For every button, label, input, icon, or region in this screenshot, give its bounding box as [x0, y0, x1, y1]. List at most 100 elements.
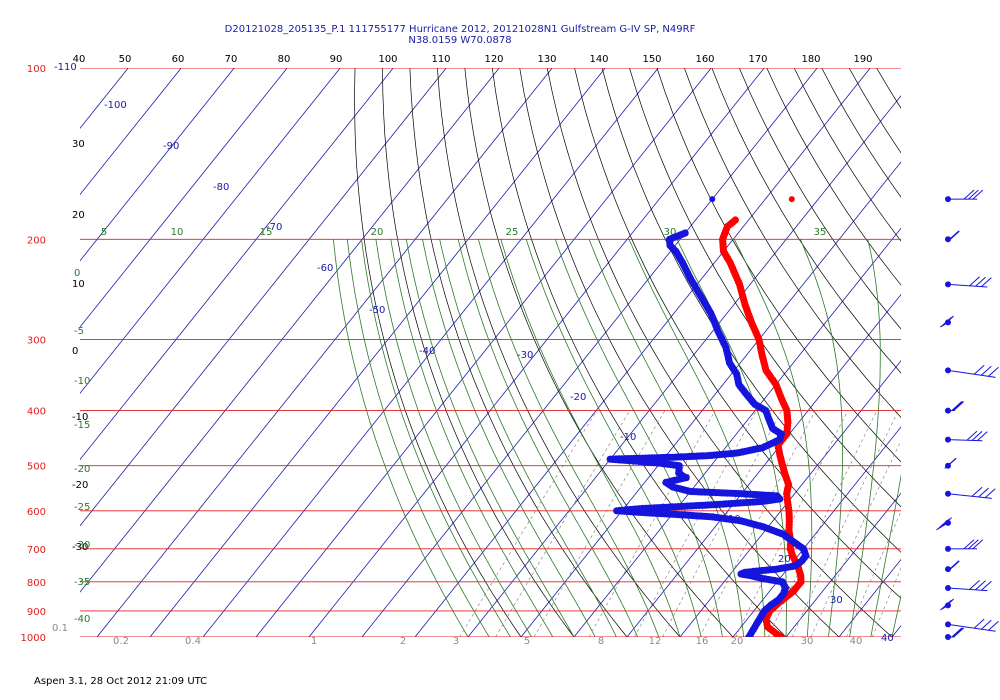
- mixing-ratio-line: [846, 510, 901, 637]
- sounding-id: D20121028_205135_P.1 111755177 Hurricane…: [224, 24, 696, 35]
- pressure-label: 400: [27, 407, 46, 418]
- wind-barb-flag: [952, 401, 964, 411]
- isotherm-line: [361, 68, 818, 637]
- wind-barb-staff: [947, 439, 983, 442]
- top-temperature-label: 100: [378, 54, 397, 65]
- mixing-ratio-label: 1: [311, 636, 317, 647]
- temperature-point: [731, 216, 739, 224]
- top-temperature-label: 40: [73, 54, 86, 65]
- pressure-label: 1000: [21, 633, 46, 644]
- wind-barb-flag: [948, 230, 960, 241]
- dry-adiabat-line: [876, 68, 901, 109]
- wind-barb-flag: [980, 619, 992, 630]
- dry-adiabat-line: [437, 68, 681, 637]
- pressure-label: 900: [27, 607, 46, 618]
- mixing-ratio-label: 30: [801, 636, 814, 647]
- wind-barb-staff: [947, 283, 988, 288]
- dry-adiabat-line: [684, 68, 901, 418]
- wind-barb-flag: [975, 276, 986, 287]
- dry-adiabat-line: [574, 68, 901, 599]
- isotherm-line: [891, 625, 901, 637]
- isotherm-line: [255, 68, 712, 637]
- wind-barb-flag: [953, 627, 965, 638]
- isotherm-line: [520, 161, 901, 637]
- moist-adiabat-label: -20: [74, 464, 90, 475]
- top-temperature-label: 120: [484, 54, 503, 65]
- dry-adiabat-line: [959, 68, 1000, 637]
- wind-barb-staff: [947, 369, 996, 378]
- dry-adiabat-line: [821, 68, 901, 198]
- wind-barb-flag: [981, 277, 992, 287]
- moist-adiabat-line: [333, 239, 469, 637]
- dry-adiabat-line: [793, 68, 901, 242]
- isotherm-line: [80, 68, 182, 196]
- top-temperature-label: 160: [695, 54, 714, 65]
- mixing-ratio-label: 3: [453, 636, 459, 647]
- moist-adiabat-label: -25: [74, 502, 90, 513]
- isotherm-label: -100: [104, 100, 127, 111]
- isotherm-line: [945, 68, 1000, 637]
- dry-adiabat-label: 20: [371, 227, 384, 238]
- top-temperature-label: 140: [589, 54, 608, 65]
- wind-barb-flag: [972, 539, 984, 550]
- isotherm-line: [80, 68, 129, 129]
- isotherm-label: -40: [419, 346, 435, 357]
- isotherm-line: [626, 293, 901, 637]
- isotherm-label: -50: [369, 305, 385, 316]
- top-temperature-label: 190: [853, 54, 872, 65]
- dry-adiabat-line: [904, 68, 1000, 637]
- wind-barb-flag: [971, 431, 983, 441]
- dry-adiabat-line: [382, 68, 575, 637]
- isotherm-line: [149, 68, 606, 637]
- dry-adiabat-line: [546, 68, 893, 637]
- top-temperature-label: 150: [642, 54, 661, 65]
- wind-barb-flag: [953, 401, 965, 411]
- top-temperature-label: 60: [172, 54, 185, 65]
- mixing-ratio-label: 2: [400, 636, 406, 647]
- wind-barb-flag: [973, 618, 985, 629]
- wind-barb-flag: [988, 366, 999, 377]
- moist-adiabat-label: -5: [74, 326, 84, 337]
- dry-adiabat-line: [354, 68, 522, 637]
- isotherm-label: -20: [570, 392, 586, 403]
- isotherm-line: [308, 68, 765, 637]
- isotherm-line: [80, 68, 447, 527]
- pressure-label: 700: [27, 545, 46, 556]
- moist-adiabat-label: -35: [74, 577, 90, 588]
- sounding-location: N38.0159 W70.0878: [408, 35, 512, 46]
- dry-adiabat-label: 5: [101, 227, 107, 238]
- isotherm-line: [838, 558, 901, 637]
- isotherm-label: -60: [317, 263, 333, 274]
- isotherm-line: [467, 95, 901, 637]
- software-footer: Aspen 3.1, 28 Oct 2012 21:09 UTC: [34, 676, 208, 687]
- wind-barb-flag: [948, 560, 960, 571]
- isotherm-label: -90: [163, 141, 179, 152]
- top-temperature-label: 70: [225, 54, 238, 65]
- isotherm-line: [80, 68, 288, 328]
- dry-adiabat-label: 10: [171, 227, 184, 238]
- wind-barb-staff: [947, 623, 996, 632]
- mixing-ratio-label: 5: [524, 636, 530, 647]
- dry-adiabat-line: [711, 68, 901, 374]
- isotherm-line: [80, 68, 341, 394]
- wind-barb-flag: [968, 539, 979, 550]
- wind-barb-flag: [944, 458, 956, 469]
- left-temperature-label: 0: [72, 346, 78, 357]
- moist-adiabat-line: [405, 239, 575, 637]
- dry-adiabat-line: [848, 68, 901, 154]
- wind-barb-flag: [966, 430, 978, 441]
- dry-adiabat-label: 15: [260, 227, 273, 238]
- dry-adiabat-label: 35: [814, 227, 827, 238]
- wind-barb-flag: [969, 276, 980, 287]
- moist-adiabat-line: [500, 239, 681, 637]
- top-temperature-label: 90: [330, 54, 343, 65]
- sounding-header: D20121028_205135_P.1 111755177 Hurricane…: [150, 24, 770, 46]
- isotherm-line: [785, 492, 901, 637]
- moist-adiabat-line: [891, 594, 901, 637]
- dry-adiabat-line: [656, 68, 901, 463]
- moist-adiabat-label: -15: [74, 420, 90, 431]
- moist-adiabat-label: -40: [74, 614, 90, 625]
- dry-adiabat-line: [932, 68, 1000, 637]
- temperature-trace: [719, 216, 805, 637]
- moist-adiabat-label: 0: [74, 268, 80, 279]
